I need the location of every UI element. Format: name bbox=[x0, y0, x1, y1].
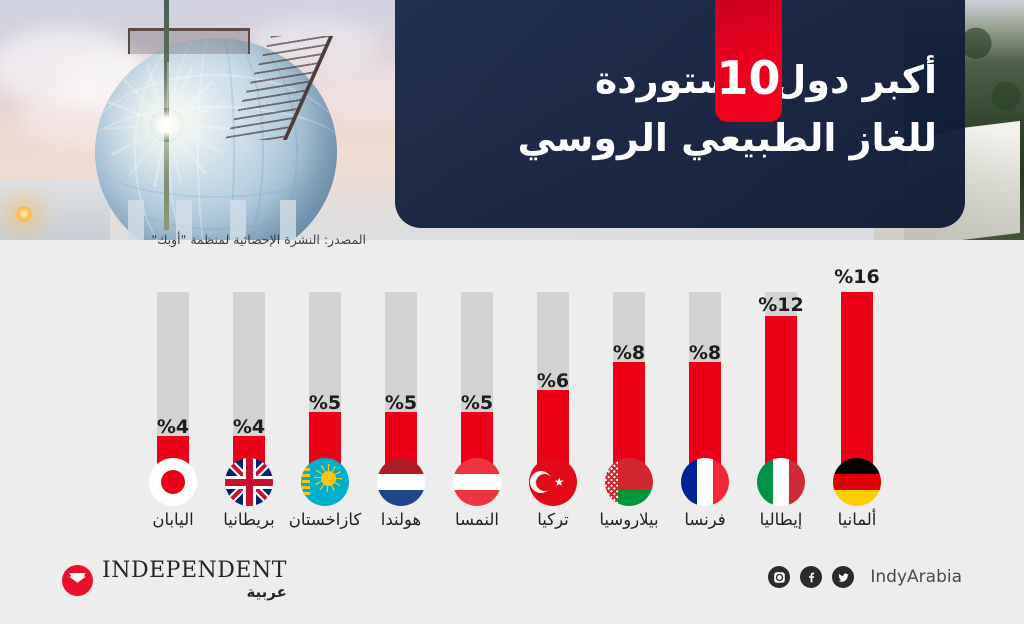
logo-wordmark-ar: عربية bbox=[246, 583, 287, 601]
value-label: %4 bbox=[232, 416, 266, 438]
hero-image: أكبر دول مستوردة للغاز الطبيعي الروسي 10 bbox=[0, 0, 1024, 240]
category-label: بيلاروسيا bbox=[599, 510, 659, 529]
category-label: النمسا bbox=[455, 510, 499, 529]
bar-column-netherlands[interactable]: %5 هولندا bbox=[368, 258, 434, 548]
independent-bird-icon bbox=[62, 564, 93, 596]
value-label: %5 bbox=[384, 392, 418, 414]
twitter-icon[interactable] bbox=[832, 566, 855, 588]
value-label: %12 bbox=[758, 294, 804, 316]
netherlands-flag bbox=[377, 458, 425, 506]
category-label: كازاخستان bbox=[288, 510, 362, 529]
bar-group: %4 اليابان %4 بريطانيا bbox=[140, 258, 890, 548]
bar-column-austria[interactable]: %5 النمسا bbox=[444, 258, 510, 548]
bar-track bbox=[385, 292, 417, 484]
turkey-flag: ★ bbox=[529, 458, 577, 506]
france-flag bbox=[681, 458, 729, 506]
bar-track bbox=[765, 292, 797, 484]
bar-fill bbox=[841, 292, 873, 484]
bar-fill bbox=[765, 316, 797, 484]
bar-column-belarus[interactable]: %8 بيلاروسيا bbox=[596, 258, 662, 548]
bar-column-japan[interactable]: %4 اليابان bbox=[140, 258, 206, 548]
belarus-flag bbox=[605, 458, 653, 506]
germany-flag bbox=[833, 458, 881, 506]
value-label: %8 bbox=[688, 342, 722, 364]
bar-column-kazakhstan[interactable]: %5 كازاخستان bbox=[288, 258, 362, 548]
social-links: IndyArabia bbox=[768, 566, 962, 588]
value-label: %6 bbox=[536, 370, 570, 392]
category-label: فرنسا bbox=[684, 510, 726, 529]
facebook-icon[interactable] bbox=[800, 566, 823, 588]
sun-flare bbox=[150, 108, 184, 142]
brand-logo[interactable]: INDEPENDENT عربية bbox=[62, 560, 287, 601]
logo-wordmark-en: INDEPENDENT bbox=[102, 558, 287, 583]
platform-railing bbox=[128, 28, 250, 54]
bar-track bbox=[689, 292, 721, 484]
category-label: ألمانيا bbox=[837, 510, 877, 529]
lamp-glow bbox=[16, 206, 32, 222]
bar-track bbox=[309, 292, 341, 484]
category-label: هولندا bbox=[380, 510, 422, 529]
bar-track bbox=[613, 292, 645, 484]
italy-flag bbox=[757, 458, 805, 506]
count-badge: 10 bbox=[715, 0, 782, 122]
instagram-icon[interactable] bbox=[768, 566, 791, 588]
bar-column-turkey[interactable]: %6 ★ تركيا bbox=[520, 258, 586, 548]
bar-track bbox=[233, 292, 265, 484]
category-label: اليابان bbox=[152, 510, 194, 529]
title-panel: أكبر دول مستوردة للغاز الطبيعي الروسي 10 bbox=[395, 0, 965, 228]
category-label: بريطانيا bbox=[223, 510, 275, 529]
bar-column-germany[interactable]: %16 ألمانيا bbox=[824, 258, 890, 548]
bar-track bbox=[841, 292, 873, 484]
bar-column-italy[interactable]: %12 إيطاليا bbox=[748, 258, 814, 548]
value-label: %5 bbox=[308, 392, 342, 414]
kazakhstan-flag bbox=[301, 458, 349, 506]
bar-column-britain[interactable]: %4 بريطانيا bbox=[216, 258, 282, 548]
category-label: تركيا bbox=[537, 510, 569, 529]
bar-track bbox=[461, 292, 493, 484]
category-label: إيطاليا bbox=[759, 510, 803, 529]
value-label: %16 bbox=[834, 266, 880, 288]
value-label: %8 bbox=[612, 342, 646, 364]
page-title: أكبر دول مستوردة للغاز الطبيعي الروسي bbox=[417, 52, 937, 168]
footer: INDEPENDENT عربية IndyArabia bbox=[0, 548, 1024, 624]
value-label: %4 bbox=[156, 416, 190, 438]
bar-track bbox=[157, 292, 189, 484]
value-label: %5 bbox=[460, 392, 494, 414]
austria-flag bbox=[453, 458, 501, 506]
title-line-2: للغاز الطبيعي الروسي bbox=[517, 115, 937, 160]
united-kingdom-flag bbox=[225, 458, 273, 506]
source-attribution: المصدر: النشرة الإحصائية لمنظمة "أوبك" bbox=[151, 232, 366, 247]
social-handle: IndyArabia bbox=[870, 567, 962, 587]
bar-column-france[interactable]: %8 فرنسا bbox=[672, 258, 738, 548]
bar-chart: %4 اليابان %4 بريطانيا bbox=[0, 258, 1024, 548]
title-line-1: أكبر دول مستوردة bbox=[594, 58, 937, 102]
japan-flag bbox=[149, 458, 197, 506]
sphere-support-legs bbox=[120, 200, 320, 240]
